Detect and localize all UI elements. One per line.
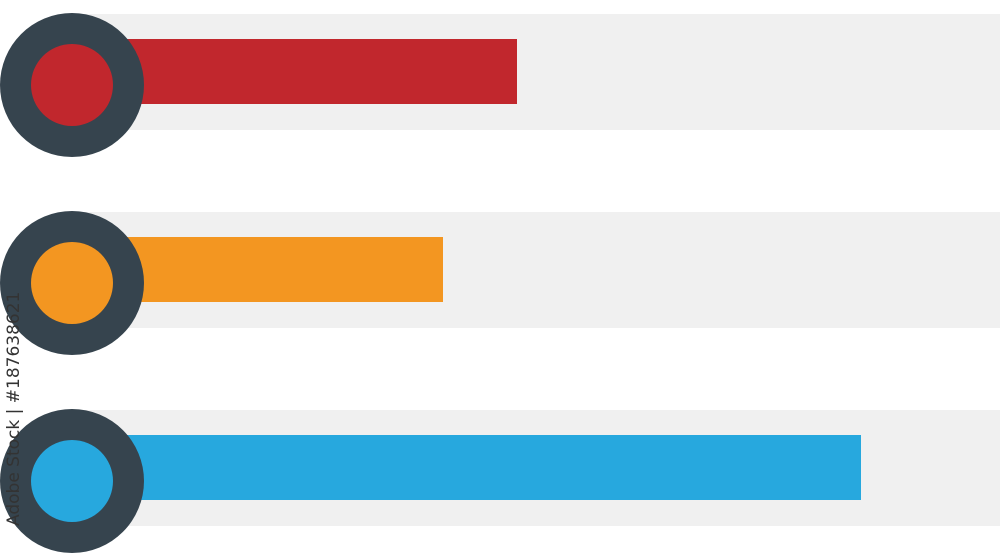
progress-marker-ring bbox=[0, 13, 144, 157]
progress-bar-fill bbox=[71, 39, 517, 104]
progress-bar-fill bbox=[71, 435, 861, 500]
progress-marker-ring bbox=[0, 409, 144, 553]
progress-marker-ring bbox=[0, 211, 144, 355]
progress-marker-dot bbox=[31, 242, 113, 324]
watermark-separator: | bbox=[4, 408, 24, 415]
progress-marker-dot bbox=[31, 440, 113, 522]
watermark-brand: Adobe Stock bbox=[4, 419, 24, 526]
watermark: Adobe Stock | #187638621 bbox=[4, 292, 24, 526]
progress-marker-dot bbox=[31, 44, 113, 126]
watermark-id: #187638621 bbox=[4, 291, 24, 404]
